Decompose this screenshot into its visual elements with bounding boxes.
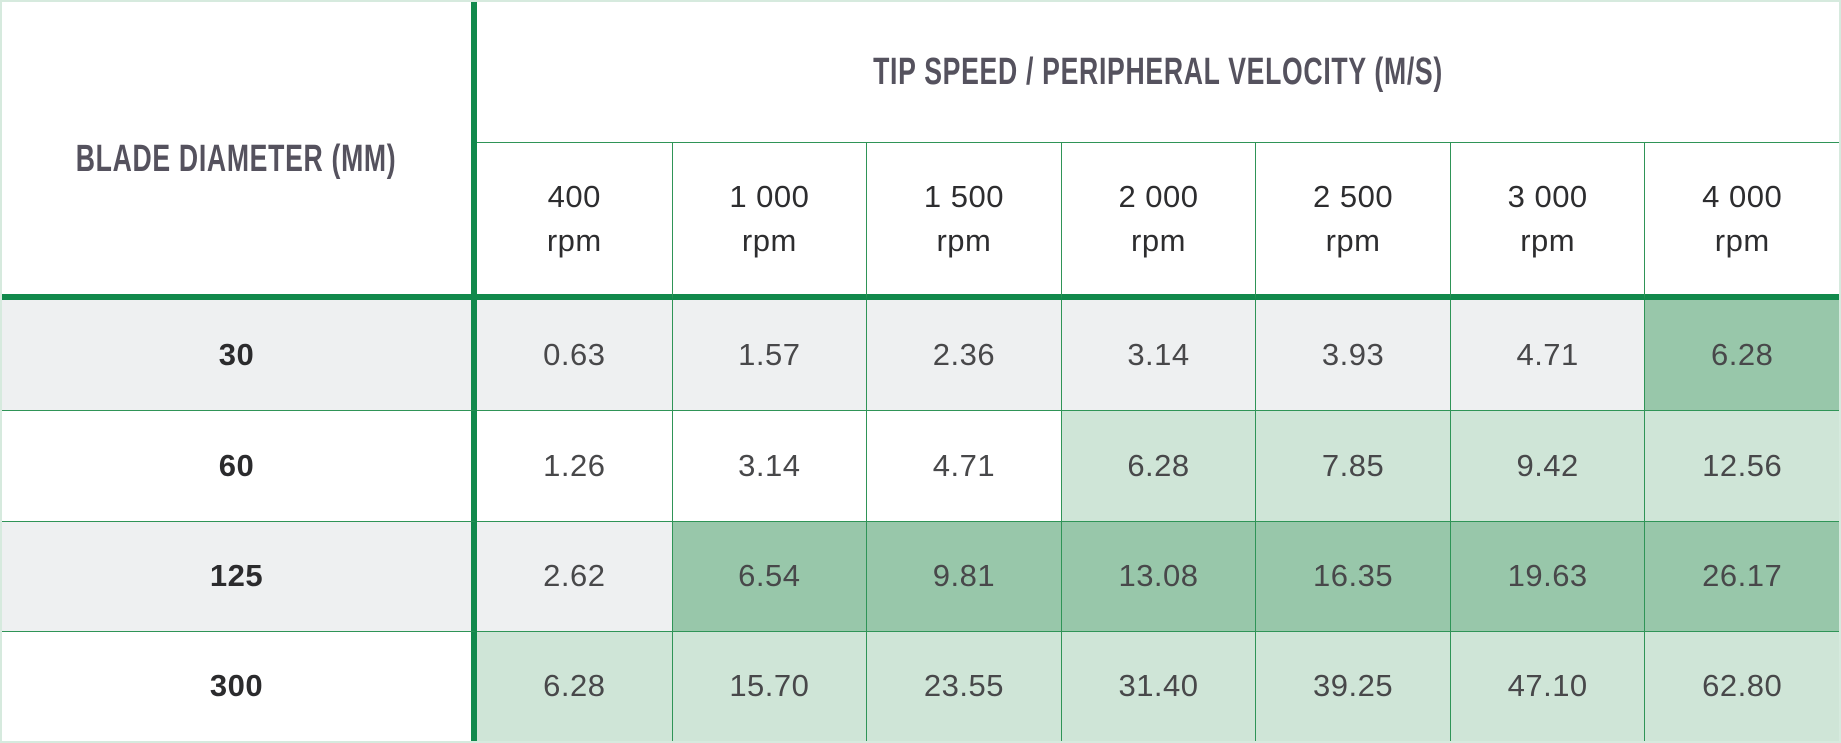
col-group-header-label: TIP SPEED / PERIPHERAL VELOCITY (M/S) — [873, 50, 1443, 93]
rpm-value: 1 500 — [923, 179, 1004, 215]
rpm-value: 1 000 — [729, 179, 810, 215]
value-cell: 4.71 — [1449, 300, 1645, 411]
rpm-unit: rpm — [936, 222, 992, 258]
value-cell: 2.62 — [477, 520, 672, 631]
value-cell: 47.10 — [1449, 630, 1645, 741]
value-cell: 3.14 — [671, 410, 867, 521]
value-cell: 62.80 — [1644, 630, 1839, 741]
value-cell: 9.81 — [866, 520, 1061, 631]
col-header-3000rpm: 3 000 rpm — [1449, 143, 1645, 300]
rpm-unit: rpm — [1325, 222, 1381, 258]
value-cell: 6.54 — [671, 520, 867, 631]
row-group-header: BLADE DIAMETER (MM) — [2, 2, 477, 300]
rpm-value: 2 000 — [1118, 179, 1199, 215]
row-label: 300 — [2, 630, 477, 741]
value-cell: 3.14 — [1060, 300, 1256, 411]
value-cell: 2.36 — [866, 300, 1061, 411]
value-cell: 26.17 — [1644, 520, 1839, 631]
value-cell: 6.28 — [1060, 410, 1256, 521]
value-cell: 4.71 — [866, 410, 1061, 521]
col-group-header: TIP SPEED / PERIPHERAL VELOCITY (M/S) — [477, 2, 1839, 143]
row-label: 30 — [2, 300, 477, 411]
col-header-400rpm: 400 rpm — [477, 143, 672, 300]
col-header-4000rpm: 4 000 rpm — [1644, 143, 1839, 300]
rpm-value: 3 000 — [1507, 179, 1588, 215]
value-cell: 31.40 — [1060, 630, 1256, 741]
col-header-2500rpm: 2 500 rpm — [1255, 143, 1450, 300]
value-cell: 19.63 — [1449, 520, 1645, 631]
value-cell: 6.28 — [1644, 300, 1839, 411]
rpm-unit: rpm — [1131, 222, 1186, 258]
rpm-unit: rpm — [546, 222, 602, 258]
rpm-value: 400 — [547, 179, 601, 215]
col-header-1500rpm: 1 500 rpm — [866, 143, 1061, 300]
value-cell: 3.93 — [1255, 300, 1450, 411]
rpm-value: 4 000 — [1702, 179, 1783, 215]
row-group-header-label: BLADE DIAMETER (MM) — [76, 137, 397, 180]
rpm-unit: rpm — [1520, 222, 1576, 258]
value-cell: 15.70 — [671, 630, 867, 741]
value-cell: 7.85 — [1255, 410, 1450, 521]
value-cell: 13.08 — [1060, 520, 1256, 631]
rpm-unit: rpm — [741, 222, 797, 258]
rpm-unit: rpm — [1714, 222, 1770, 258]
value-cell: 6.28 — [477, 630, 672, 741]
value-cell: 23.55 — [866, 630, 1061, 741]
row-label: 125 — [2, 520, 477, 631]
value-cell: 16.35 — [1255, 520, 1450, 631]
rpm-value: 2 500 — [1313, 179, 1394, 215]
row-label: 60 — [2, 410, 477, 521]
col-header-1000rpm: 1 000 rpm — [671, 143, 867, 300]
value-cell: 1.26 — [477, 410, 672, 521]
value-cell: 12.56 — [1644, 410, 1839, 521]
col-header-2000rpm: 2 000 rpm — [1060, 143, 1256, 300]
value-cell: 1.57 — [671, 300, 867, 411]
value-cell: 39.25 — [1255, 630, 1450, 741]
value-cell: 9.42 — [1449, 410, 1645, 521]
value-cell: 0.63 — [477, 300, 672, 411]
